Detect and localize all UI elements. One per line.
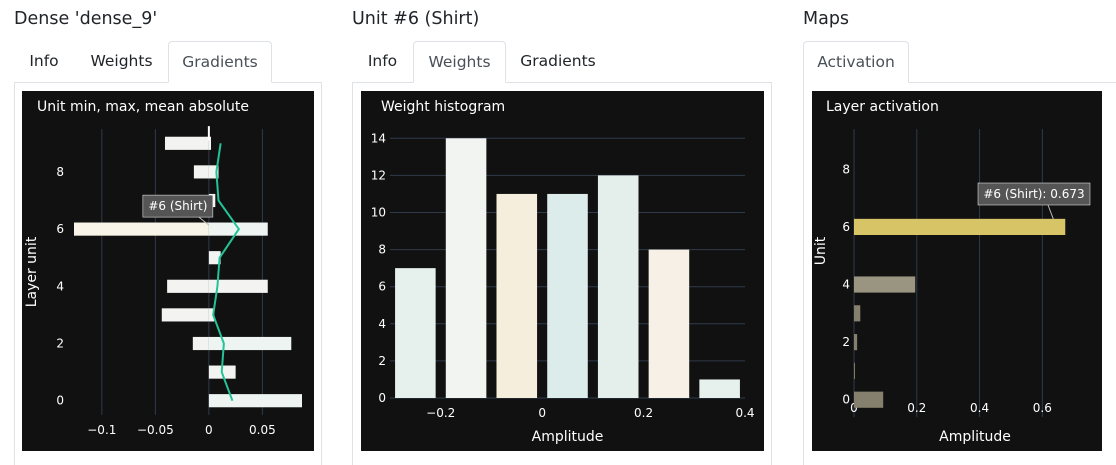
y-tick-label: 8 bbox=[56, 165, 64, 179]
tab-info[interactable]: Info bbox=[367, 52, 398, 70]
mean-line bbox=[212, 143, 241, 402]
bar bbox=[167, 279, 209, 293]
x-tick-label: 0 bbox=[538, 406, 546, 420]
y-tick-label: 6 bbox=[56, 222, 64, 236]
bar bbox=[854, 305, 861, 322]
gradients-chart[interactable]: Unit min, max, mean absolute −0.1 −0.05 0 0.… bbox=[22, 91, 314, 451]
panel-title: Dense 'dense_9' bbox=[14, 9, 158, 29]
bar bbox=[854, 334, 858, 351]
bar bbox=[74, 222, 209, 236]
y-tick-label: 2 bbox=[378, 354, 386, 368]
panel-title: Maps bbox=[803, 9, 850, 29]
hover-label: #6 (Shirt) bbox=[148, 199, 207, 213]
bar bbox=[395, 268, 436, 398]
y-axis-label: Unit bbox=[813, 236, 829, 265]
y-axis-label: Layer unit bbox=[24, 236, 40, 307]
y-tick-label: 4 bbox=[842, 278, 850, 292]
x-tick-label: 0.4 bbox=[735, 406, 754, 420]
plot-frame bbox=[352, 82, 772, 465]
bar bbox=[648, 249, 690, 398]
x-tick-label: 0.6 bbox=[1033, 401, 1052, 415]
hover-pointer bbox=[1047, 204, 1054, 220]
tab-bar: Activation bbox=[803, 41, 1116, 83]
chart-title: Layer activation bbox=[826, 99, 939, 115]
bar bbox=[192, 336, 209, 351]
tab-bar: Info Weights Gradients bbox=[14, 41, 322, 83]
y-tick-label: 2 bbox=[56, 337, 64, 351]
weight-histogram-chart[interactable]: Weight histogram 0 2 4 6 8 10 12 14 −0.2 0 0.2 0.4 Am… bbox=[361, 91, 764, 451]
y-tick-label: 0 bbox=[378, 391, 386, 405]
hover-pointer bbox=[198, 216, 210, 226]
bar bbox=[699, 379, 740, 398]
x-tick-label: 0 bbox=[850, 401, 858, 415]
y-tick-label: 14 bbox=[371, 131, 386, 145]
x-tick-label: −0.2 bbox=[426, 406, 455, 420]
y-tick-label: 12 bbox=[371, 168, 386, 182]
bar bbox=[854, 218, 1066, 236]
y-tick-label: 0 bbox=[842, 393, 850, 407]
bar bbox=[496, 193, 538, 398]
layer-activation-chart[interactable]: Layer activation 0 0.2 0.4 0.6 0 2 4 6 8 Unit Ampli… bbox=[812, 91, 1102, 451]
bar bbox=[208, 336, 292, 351]
tab-bar: Info Weights Gradients bbox=[352, 41, 772, 83]
x-tick-label: 0.2 bbox=[907, 401, 926, 415]
hover-tooltip bbox=[142, 194, 214, 218]
chart-title: Unit min, max, mean absolute bbox=[37, 99, 249, 115]
tab-activation[interactable]: Activation bbox=[803, 41, 909, 83]
tab-weights[interactable]: Weights bbox=[413, 41, 506, 83]
x-axis-label: Amplitude bbox=[532, 429, 604, 445]
y-tick-label: 6 bbox=[842, 220, 850, 234]
y-tick-label: 2 bbox=[842, 335, 850, 349]
y-tick-label: 10 bbox=[371, 205, 386, 219]
x-tick-label: 0.2 bbox=[634, 406, 653, 420]
bar bbox=[547, 193, 588, 398]
bar bbox=[193, 165, 209, 179]
bar bbox=[208, 308, 215, 322]
bar bbox=[208, 136, 212, 150]
x-tick-label: 0 bbox=[205, 423, 213, 437]
y-tick-label: 8 bbox=[378, 243, 386, 257]
bar bbox=[854, 391, 884, 408]
x-axis-label: Amplitude bbox=[939, 429, 1011, 445]
y-tick-label: 8 bbox=[842, 162, 850, 176]
hover-tooltip bbox=[977, 182, 1091, 206]
bar bbox=[445, 138, 487, 398]
bar bbox=[854, 362, 855, 380]
y-tick-label: 4 bbox=[378, 317, 386, 331]
plot-frame bbox=[14, 82, 322, 465]
tab-gradients[interactable]: Gradients bbox=[168, 41, 272, 83]
bar bbox=[161, 308, 209, 322]
bar bbox=[597, 175, 639, 398]
panel-title: Unit #6 (Shirt) bbox=[352, 9, 480, 29]
plot-frame bbox=[803, 82, 1116, 465]
x-tick-label: −0.1 bbox=[87, 423, 116, 437]
bar bbox=[208, 251, 221, 265]
y-tick-label: 0 bbox=[56, 394, 64, 408]
x-tick-label: 0.4 bbox=[970, 401, 989, 415]
bar bbox=[164, 136, 209, 150]
hover-label: #6 (Shirt): 0.673 bbox=[983, 187, 1084, 201]
bar bbox=[208, 165, 219, 179]
x-tick-label: −0.05 bbox=[137, 423, 174, 437]
x-tick-label: 0.05 bbox=[249, 423, 276, 437]
bar bbox=[208, 394, 302, 408]
tab-info[interactable]: Info bbox=[29, 52, 59, 70]
bar bbox=[854, 276, 916, 293]
chart-title: Weight histogram bbox=[381, 99, 505, 115]
y-tick-label: 4 bbox=[56, 279, 64, 293]
y-tick-label: 6 bbox=[378, 280, 386, 294]
tab-weights[interactable]: Weights bbox=[90, 52, 153, 70]
bar bbox=[208, 279, 268, 293]
tab-gradients[interactable]: Gradients bbox=[520, 52, 596, 70]
